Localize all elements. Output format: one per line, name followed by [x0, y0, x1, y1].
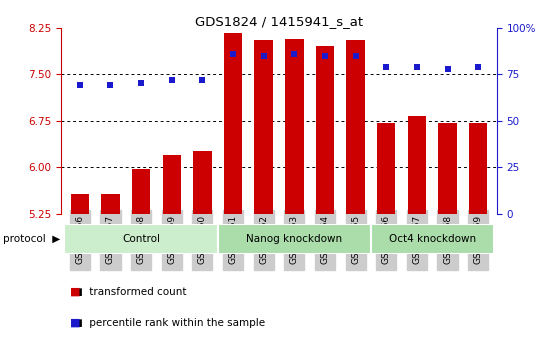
Point: [320, 53, 329, 58]
Point: [443, 66, 452, 71]
Bar: [224, 32, 242, 214]
Point: [106, 82, 115, 88]
Text: Control: Control: [122, 234, 160, 244]
Text: ■: ■: [70, 287, 80, 296]
Point: [351, 53, 360, 58]
Point: [290, 51, 299, 57]
Bar: [347, 40, 365, 214]
Bar: [408, 116, 426, 214]
Point: [137, 81, 146, 86]
Bar: [193, 150, 211, 214]
Point: [382, 64, 391, 69]
Text: Oct4 knockdown: Oct4 knockdown: [389, 234, 476, 244]
Point: [474, 64, 483, 69]
Bar: [162, 155, 181, 214]
Bar: [64, 224, 218, 254]
Text: protocol  ▶: protocol ▶: [3, 234, 60, 244]
Text: ■  percentile rank within the sample: ■ percentile rank within the sample: [73, 318, 264, 327]
Point: [198, 77, 207, 82]
Bar: [132, 169, 150, 214]
Bar: [377, 122, 396, 214]
Point: [229, 51, 238, 57]
Point: [412, 64, 421, 69]
Text: ■: ■: [70, 318, 80, 327]
Bar: [439, 122, 457, 214]
Bar: [469, 122, 488, 214]
Bar: [218, 224, 371, 254]
Text: GDS1824 / 1415941_s_at: GDS1824 / 1415941_s_at: [195, 16, 363, 29]
Bar: [70, 194, 89, 214]
Bar: [285, 39, 304, 214]
Bar: [316, 46, 334, 214]
Bar: [101, 194, 119, 214]
Point: [259, 53, 268, 58]
Text: Nanog knockdown: Nanog knockdown: [246, 234, 343, 244]
Bar: [371, 224, 494, 254]
Point: [75, 82, 84, 88]
Text: ■  transformed count: ■ transformed count: [73, 287, 186, 296]
Bar: [254, 40, 273, 214]
Point: [167, 77, 176, 82]
